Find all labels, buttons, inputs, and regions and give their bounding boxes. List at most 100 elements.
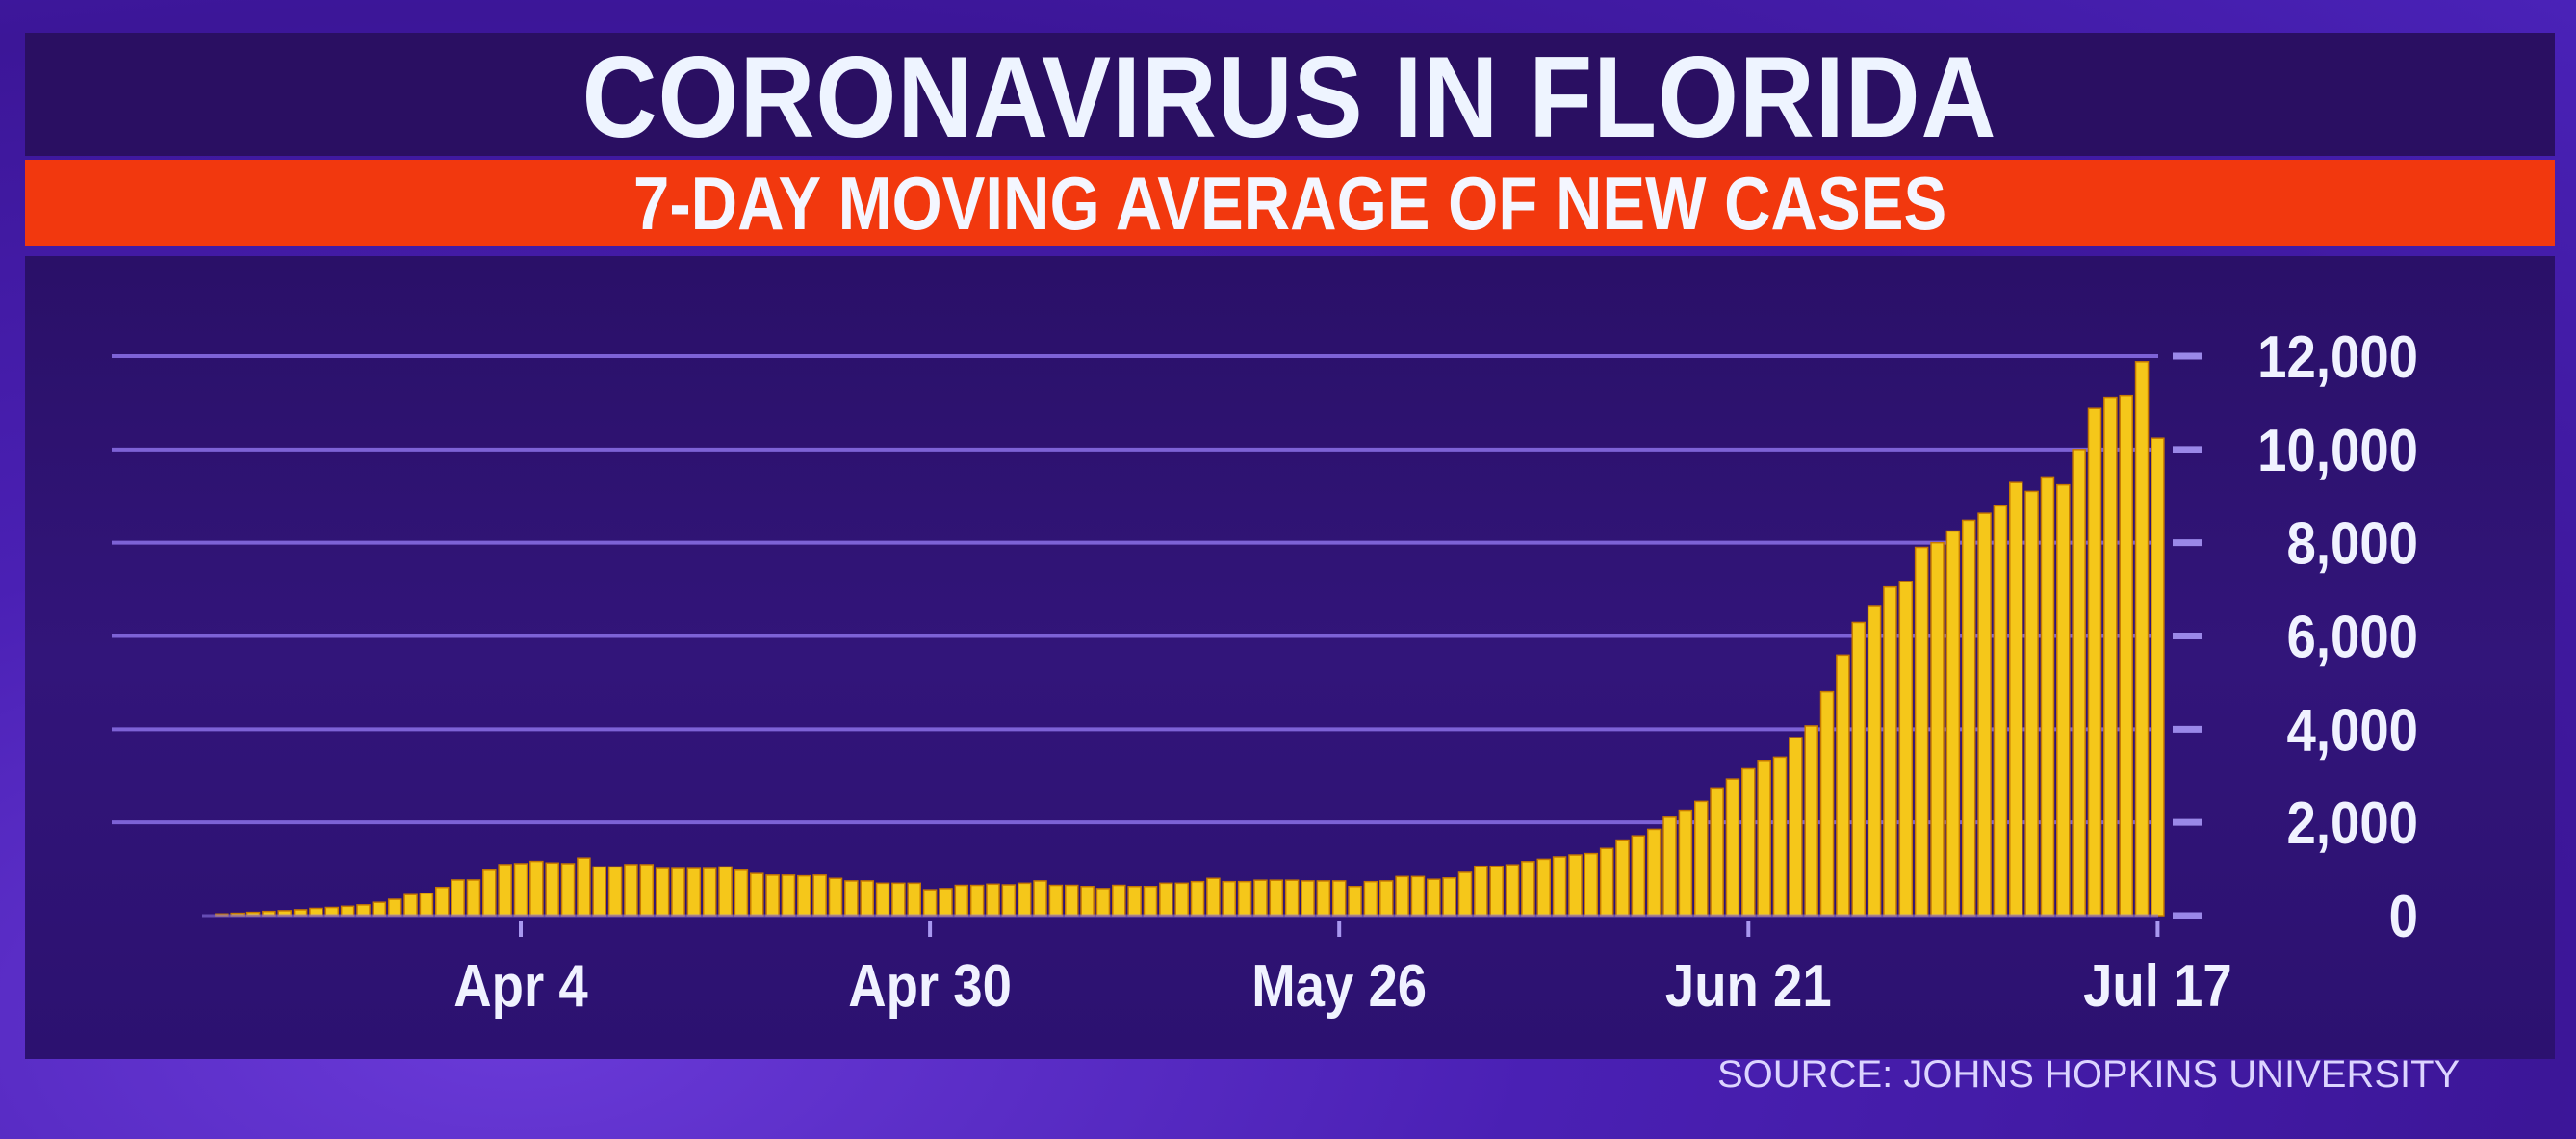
bar (607, 866, 623, 917)
bar (1725, 778, 1740, 917)
bar (1442, 877, 1456, 917)
bar (387, 898, 402, 917)
bar (1379, 880, 1394, 917)
bar (1772, 756, 1788, 917)
bar (1206, 877, 1221, 917)
bar (702, 867, 717, 917)
bar (372, 901, 387, 917)
bar (1741, 767, 1756, 917)
bar (1851, 621, 1866, 917)
bar (939, 888, 953, 917)
bar (954, 884, 969, 917)
bar (1048, 884, 1064, 917)
bar (1961, 519, 1976, 917)
bar (2056, 483, 2071, 917)
bar (1819, 690, 1835, 917)
bar (860, 880, 874, 917)
bar (1269, 879, 1284, 917)
bar (592, 866, 606, 917)
bar (1143, 885, 1158, 917)
bar (1536, 858, 1551, 917)
bar (1945, 530, 1961, 917)
y-tick-label: 10,000 (2257, 418, 2418, 484)
bar (1883, 585, 1897, 917)
x-tick-label: May 26 (1251, 953, 1427, 1020)
bar (1836, 654, 1850, 917)
bar (1662, 816, 1677, 917)
bar (1284, 879, 1300, 917)
x-tick-label: Apr 4 (453, 953, 588, 1020)
bar (1615, 839, 1630, 917)
bar (1710, 787, 1724, 917)
bar (734, 869, 749, 917)
bar (1599, 847, 1614, 917)
bar (624, 864, 638, 917)
source-note: SOURCE: JOHNS HOPKINS UNIVERSITY (1717, 1053, 2460, 1096)
x-tick-label: Apr 30 (848, 953, 1012, 1020)
bar (1001, 884, 1017, 917)
bar (2087, 407, 2102, 917)
bar (1253, 879, 1268, 917)
bar (545, 862, 559, 917)
bar (1474, 865, 1488, 917)
bar (1757, 760, 1771, 917)
bar (435, 886, 450, 917)
bar (1237, 880, 1252, 917)
bar (1930, 541, 1945, 917)
bar (891, 882, 906, 917)
bar (765, 874, 780, 917)
bar (1127, 885, 1142, 917)
bar (1316, 880, 1331, 917)
title-band: CORONAVIRUS IN FLORIDA (25, 33, 2555, 156)
bar (1584, 852, 1599, 917)
bar (1033, 880, 1047, 917)
bar (1646, 828, 1662, 917)
bar (875, 882, 890, 917)
bar (419, 893, 434, 917)
bar (639, 864, 655, 917)
bar (1694, 800, 1709, 917)
y-tick-label: 0 (2389, 884, 2418, 950)
bar (718, 866, 733, 917)
bar (2040, 476, 2055, 917)
bar (1521, 861, 1535, 917)
bar (2134, 361, 2150, 917)
bar (1395, 875, 1409, 917)
bar (2024, 490, 2039, 917)
bar (2072, 449, 2086, 917)
y-tick-label: 8,000 (2287, 510, 2418, 577)
bar (2103, 396, 2118, 917)
bar (1867, 605, 1882, 917)
bar (529, 860, 544, 917)
bar (844, 880, 859, 917)
bar (1789, 737, 1803, 917)
bar (2151, 437, 2165, 917)
bar (403, 893, 418, 917)
bar (1993, 505, 2008, 917)
bar (797, 874, 811, 917)
bar (1065, 884, 1079, 917)
bar (1017, 882, 1032, 917)
y-tick-label: 4,000 (2287, 697, 2418, 764)
bar (1427, 878, 1441, 917)
bar (482, 869, 497, 917)
bar (1489, 865, 1504, 917)
bar (986, 883, 1000, 917)
bar (466, 879, 481, 917)
x-tick-label: Jun 21 (1665, 953, 1832, 1020)
bar (1095, 888, 1111, 917)
bar (781, 874, 796, 917)
bar (1505, 864, 1520, 917)
bar (686, 867, 702, 917)
bar (513, 863, 528, 917)
bar (1804, 725, 1818, 917)
y-tick-label: 6,000 (2287, 604, 2418, 670)
bar (922, 889, 938, 917)
bar (1222, 880, 1236, 917)
bar (812, 874, 827, 917)
y-tick-label: 12,000 (2257, 324, 2418, 391)
bar (1331, 880, 1347, 917)
bar (1457, 871, 1473, 917)
bar (1977, 512, 1992, 917)
bar (498, 864, 512, 917)
